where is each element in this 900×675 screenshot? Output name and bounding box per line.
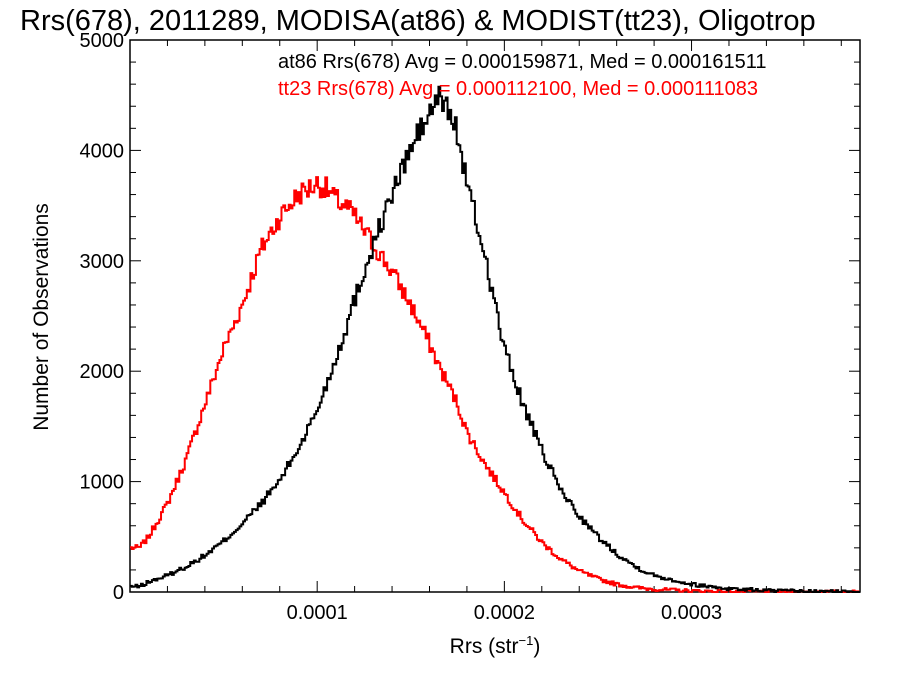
chart-title: Rrs(678), 2011289, MODISA(at86) & MODIST…: [20, 5, 816, 37]
x-tick-label: 0.0001: [287, 602, 348, 624]
stat-tt23: tt23 Rrs(678) Avg = 0.000112100, Med = 0…: [278, 78, 758, 100]
x-axis-label-text: Rrs (str: [450, 635, 519, 658]
y-tick-label: 2000: [80, 361, 125, 383]
y-tick-label: 0: [113, 582, 124, 604]
x-axis-label-close: ): [533, 635, 540, 658]
plot-frame: [129, 39, 861, 593]
x-tick-label: 0.0003: [661, 602, 722, 624]
series-tt23-line: [130, 176, 860, 593]
x-axis-label: Rrs (str−1): [450, 633, 541, 658]
plot-area: 0 1000 2000 3000 4000 5000 0.0001 0.0002 0.0003: [80, 30, 861, 624]
x-tick-label: 0.0002: [474, 602, 535, 624]
series-at86-line: [130, 85, 860, 593]
y-tick-label: 3000: [80, 251, 125, 273]
y-tick-label: 4000: [80, 140, 125, 162]
y-tick-label: 1000: [80, 472, 125, 494]
y-tick-label: 5000: [80, 30, 125, 52]
x-axis-label-exponent: −1: [519, 633, 534, 648]
stat-at86: at86 Rrs(678) Avg = 0.000159871, Med = 0…: [278, 51, 767, 73]
y-axis-label: Number of Observations: [30, 203, 53, 431]
